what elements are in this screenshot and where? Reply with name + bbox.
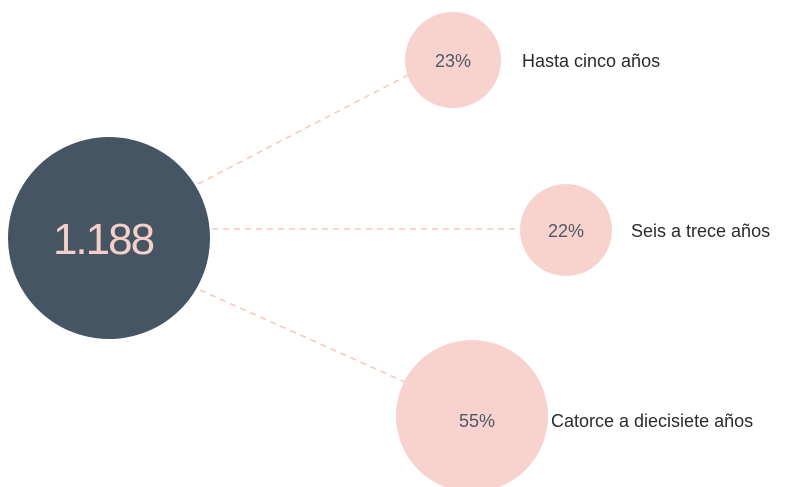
pct-seis-a-trece: 22%: [548, 221, 584, 241]
bubble-hasta-cinco: [405, 12, 501, 108]
pct-hasta-cinco: 23%: [435, 51, 471, 71]
label-catorce-a-diecisiete: Catorce a diecisiete años: [551, 411, 753, 431]
bubble-catorce-a-diecisiete: [396, 340, 548, 487]
total-value: 1.188: [53, 215, 154, 264]
label-hasta-cinco: Hasta cinco años: [522, 51, 660, 71]
connector-hasta-cinco: [197, 73, 411, 185]
connector-catorce-a-diecisiete: [199, 289, 406, 383]
label-seis-a-trece: Seis a trece años: [631, 221, 770, 241]
total-circle: [8, 137, 210, 339]
pct-catorce-a-diecisiete: 55%: [459, 411, 495, 431]
bubble-seis-a-trece: [520, 184, 612, 276]
